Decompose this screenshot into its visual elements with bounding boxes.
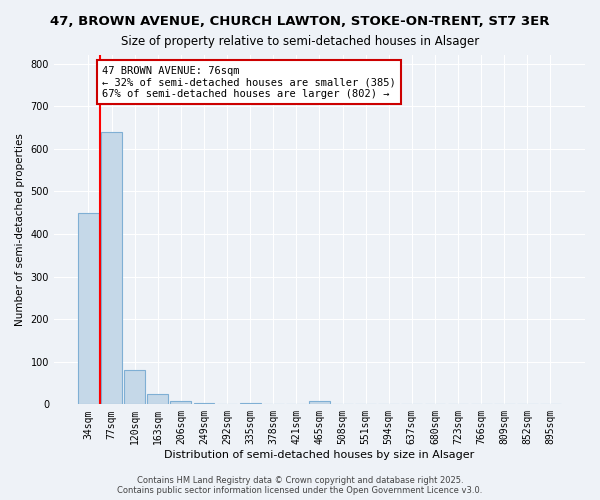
Y-axis label: Number of semi-detached properties: Number of semi-detached properties — [15, 133, 25, 326]
Bar — [148, 394, 168, 404]
X-axis label: Distribution of semi-detached houses by size in Alsager: Distribution of semi-detached houses by … — [164, 450, 475, 460]
Text: 47, BROWN AVENUE, CHURCH LAWTON, STOKE-ON-TRENT, ST7 3ER: 47, BROWN AVENUE, CHURCH LAWTON, STOKE-O… — [50, 15, 550, 28]
Text: Size of property relative to semi-detached houses in Alsager: Size of property relative to semi-detach… — [121, 35, 479, 48]
Bar — [78, 212, 99, 404]
Text: 47 BROWN AVENUE: 76sqm
← 32% of semi-detached houses are smaller (385)
67% of se: 47 BROWN AVENUE: 76sqm ← 32% of semi-det… — [102, 66, 395, 99]
Text: Contains HM Land Registry data © Crown copyright and database right 2025.
Contai: Contains HM Land Registry data © Crown c… — [118, 476, 482, 495]
Bar — [124, 370, 145, 404]
Bar — [309, 401, 330, 404]
Bar — [170, 401, 191, 404]
Bar — [101, 132, 122, 404]
